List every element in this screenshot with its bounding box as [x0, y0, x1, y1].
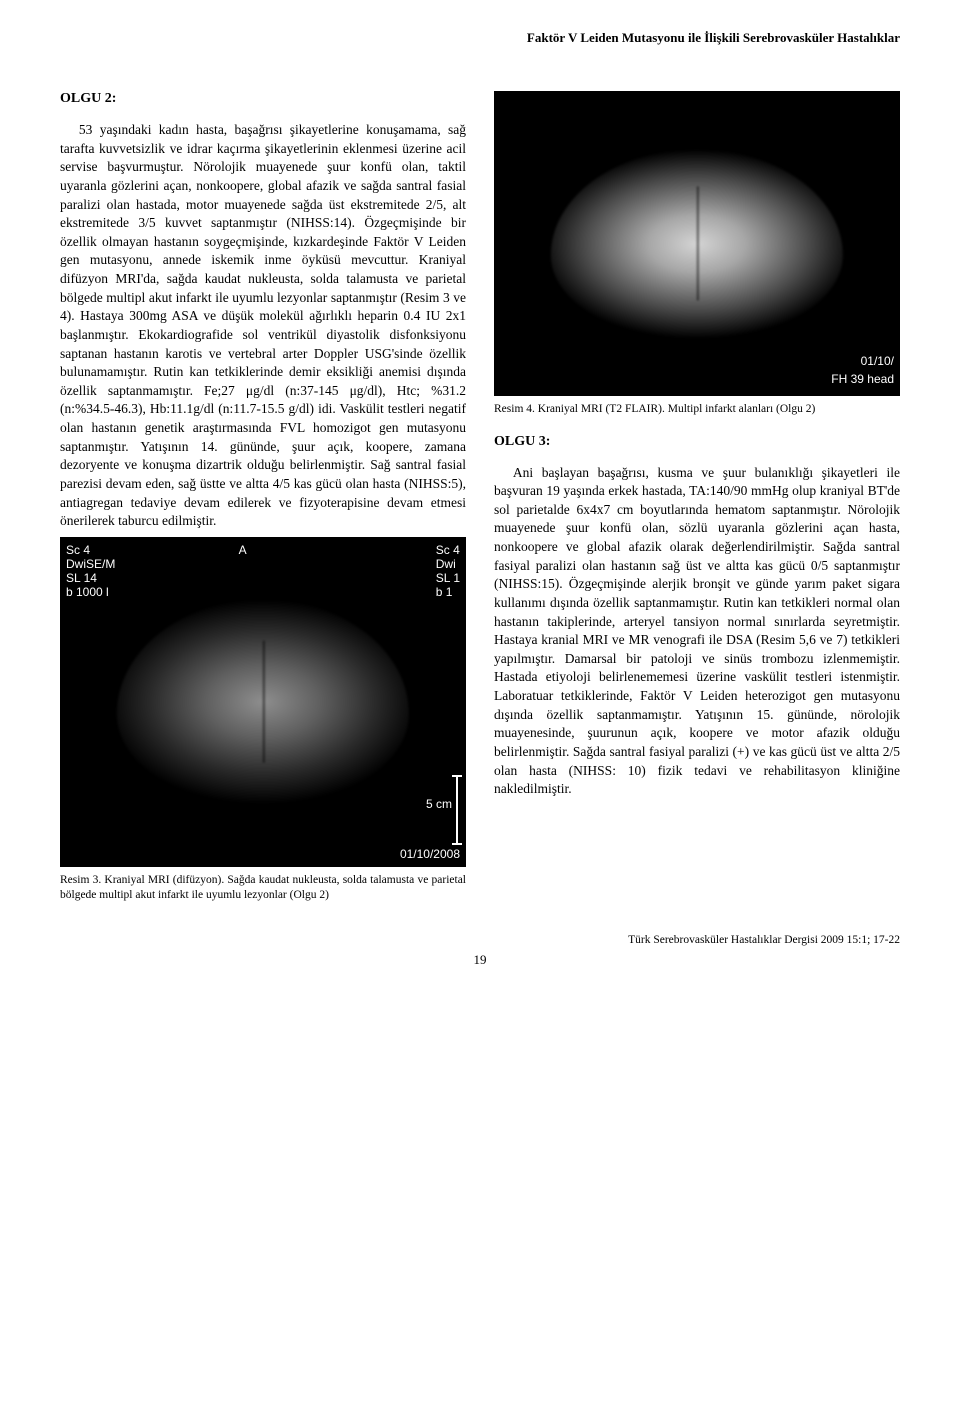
mri-image-figure4: 01/10/ FH 39 head: [494, 91, 900, 396]
overlay-text: Sc 4 Dwi SL 1 b 1: [436, 543, 460, 599]
case-heading: OLGU 3:: [494, 434, 900, 450]
scale-bar: [456, 775, 458, 845]
running-head: Faktör V Leiden Mutasyonu ile İlişkili S…: [60, 30, 900, 46]
page-number: 19: [60, 952, 900, 968]
left-column: OLGU 2: 53 yaşındaki kadın hasta, başağr…: [60, 91, 466, 904]
case-body-text: Ani başlayan başağrısı, kusma ve şuur bu…: [494, 464, 900, 799]
journal-footer: Türk Serebrovasküler Hastalıklar Dergisi…: [60, 934, 900, 946]
scale-label: 5 cm: [426, 797, 452, 811]
right-column: 01/10/ FH 39 head Resim 4. Kraniyal MRI …: [494, 91, 900, 904]
overlay-text: Sc 4 DwiSE/M SL 14 b 1000 l: [66, 543, 115, 599]
figure-caption: Resim 4. Kraniyal MRI (T2 FLAIR). Multip…: [494, 402, 900, 418]
mri-image-figure3: Sc 4 DwiSE/M SL 14 b 1000 l A Sc 4 Dwi S…: [60, 537, 466, 867]
overlay-text: FH 39 head: [831, 372, 894, 386]
figure-4: 01/10/ FH 39 head Resim 4. Kraniyal MRI …: [494, 91, 900, 418]
overlay-letter: A: [239, 543, 247, 557]
overlay-date: 01/10/2008: [400, 847, 460, 861]
brain-midline: [697, 187, 699, 300]
case-heading: OLGU 2:: [60, 91, 466, 107]
case-body-text: 53 yaşındaki kadın hasta, başağrısı şika…: [60, 121, 466, 531]
brain-illustration: [117, 599, 409, 804]
figure-3: Sc 4 DwiSE/M SL 14 b 1000 l A Sc 4 Dwi S…: [60, 537, 466, 904]
brain-midline: [263, 640, 265, 763]
two-column-layout: OLGU 2: 53 yaşındaki kadın hasta, başağr…: [60, 91, 900, 904]
overlay-date: 01/10/: [861, 354, 894, 368]
figure-caption: Resim 3. Kraniyal MRI (difüzyon). Sağda …: [60, 873, 466, 904]
brain-illustration: [551, 149, 843, 338]
